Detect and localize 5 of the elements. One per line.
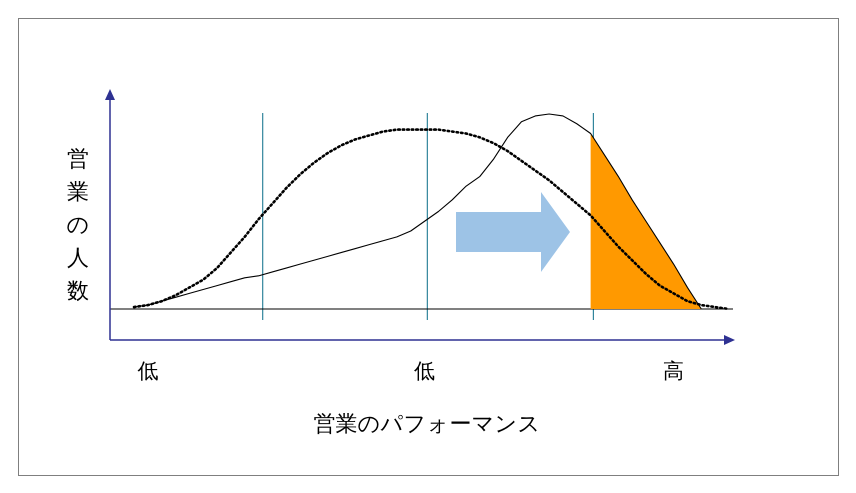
y-axis-title: 営業の人数 [66,147,90,304]
x-axis-title: 営業のパフォーマンス [314,412,540,437]
x-tick-label: 高 [663,359,684,383]
x-tick-label: 低 [414,359,436,383]
x-tick-label: 低 [137,359,158,383]
